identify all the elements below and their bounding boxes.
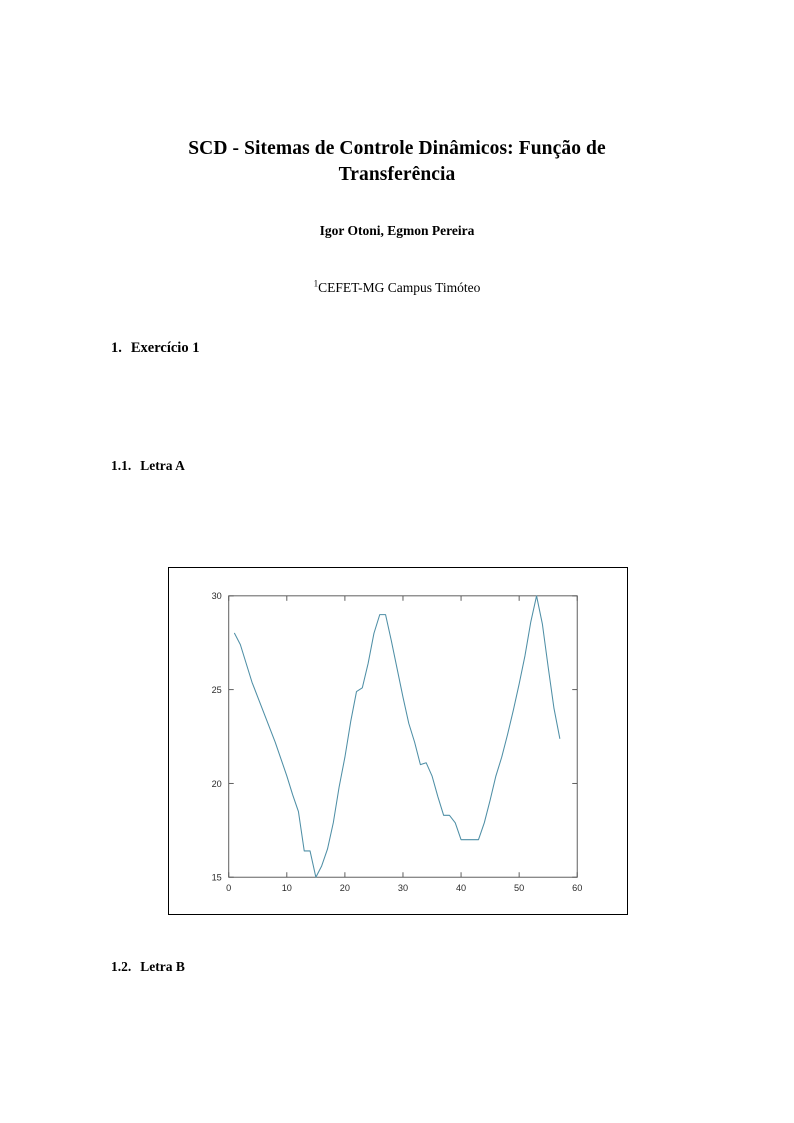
- authors-line: Igor Otoni, Egmon Pereira: [319, 223, 475, 238]
- page-title: SCD - Sitemas de Controle Dinâmicos: Fun…: [188, 138, 606, 185]
- heading-label: Letra A: [140, 458, 185, 473]
- x-tick-label: 0: [226, 883, 231, 893]
- plot-container: 0 10 20 30 40 50 60 15 20 25 30: [169, 568, 627, 914]
- x-tick-label: 30: [398, 883, 408, 893]
- line-chart: 0 10 20 30 40 50 60 15 20 25 30: [212, 591, 583, 893]
- heading-number: 1.2.: [111, 959, 132, 974]
- affiliation-line: 1CEFET-MG Campus Timóteo: [150, 278, 644, 296]
- x-tick-label: 50: [514, 883, 524, 893]
- y-tick-label: 15: [212, 873, 222, 883]
- heading-number: 1.: [111, 340, 122, 356]
- x-tick-label: 10: [282, 883, 292, 893]
- y-tick-label: 20: [212, 779, 222, 789]
- heading-exercicio-1: 1. Exercício 1: [111, 340, 199, 357]
- x-tick-label: 20: [340, 883, 350, 893]
- heading-label: Exercício 1: [130, 340, 200, 356]
- affiliation-text: CEFET-MG Campus Timóteo: [318, 280, 481, 295]
- heading-letra-b: 1.2. Letra B: [111, 959, 185, 975]
- heading-number: 1.1.: [111, 458, 132, 473]
- figure-letra-a: 0 10 20 30 40 50 60 15 20 25 30: [168, 567, 628, 915]
- affiliation-marker: 1: [313, 278, 319, 289]
- heading-label: Letra B: [140, 959, 185, 974]
- x-tick-label: 40: [456, 883, 466, 893]
- chart-series-line: [234, 595, 561, 878]
- y-tick-label: 25: [212, 685, 222, 695]
- y-tick-label: 30: [212, 591, 222, 601]
- heading-letra-a: 1.1. Letra A: [111, 458, 185, 474]
- x-tick-label: 60: [572, 883, 582, 893]
